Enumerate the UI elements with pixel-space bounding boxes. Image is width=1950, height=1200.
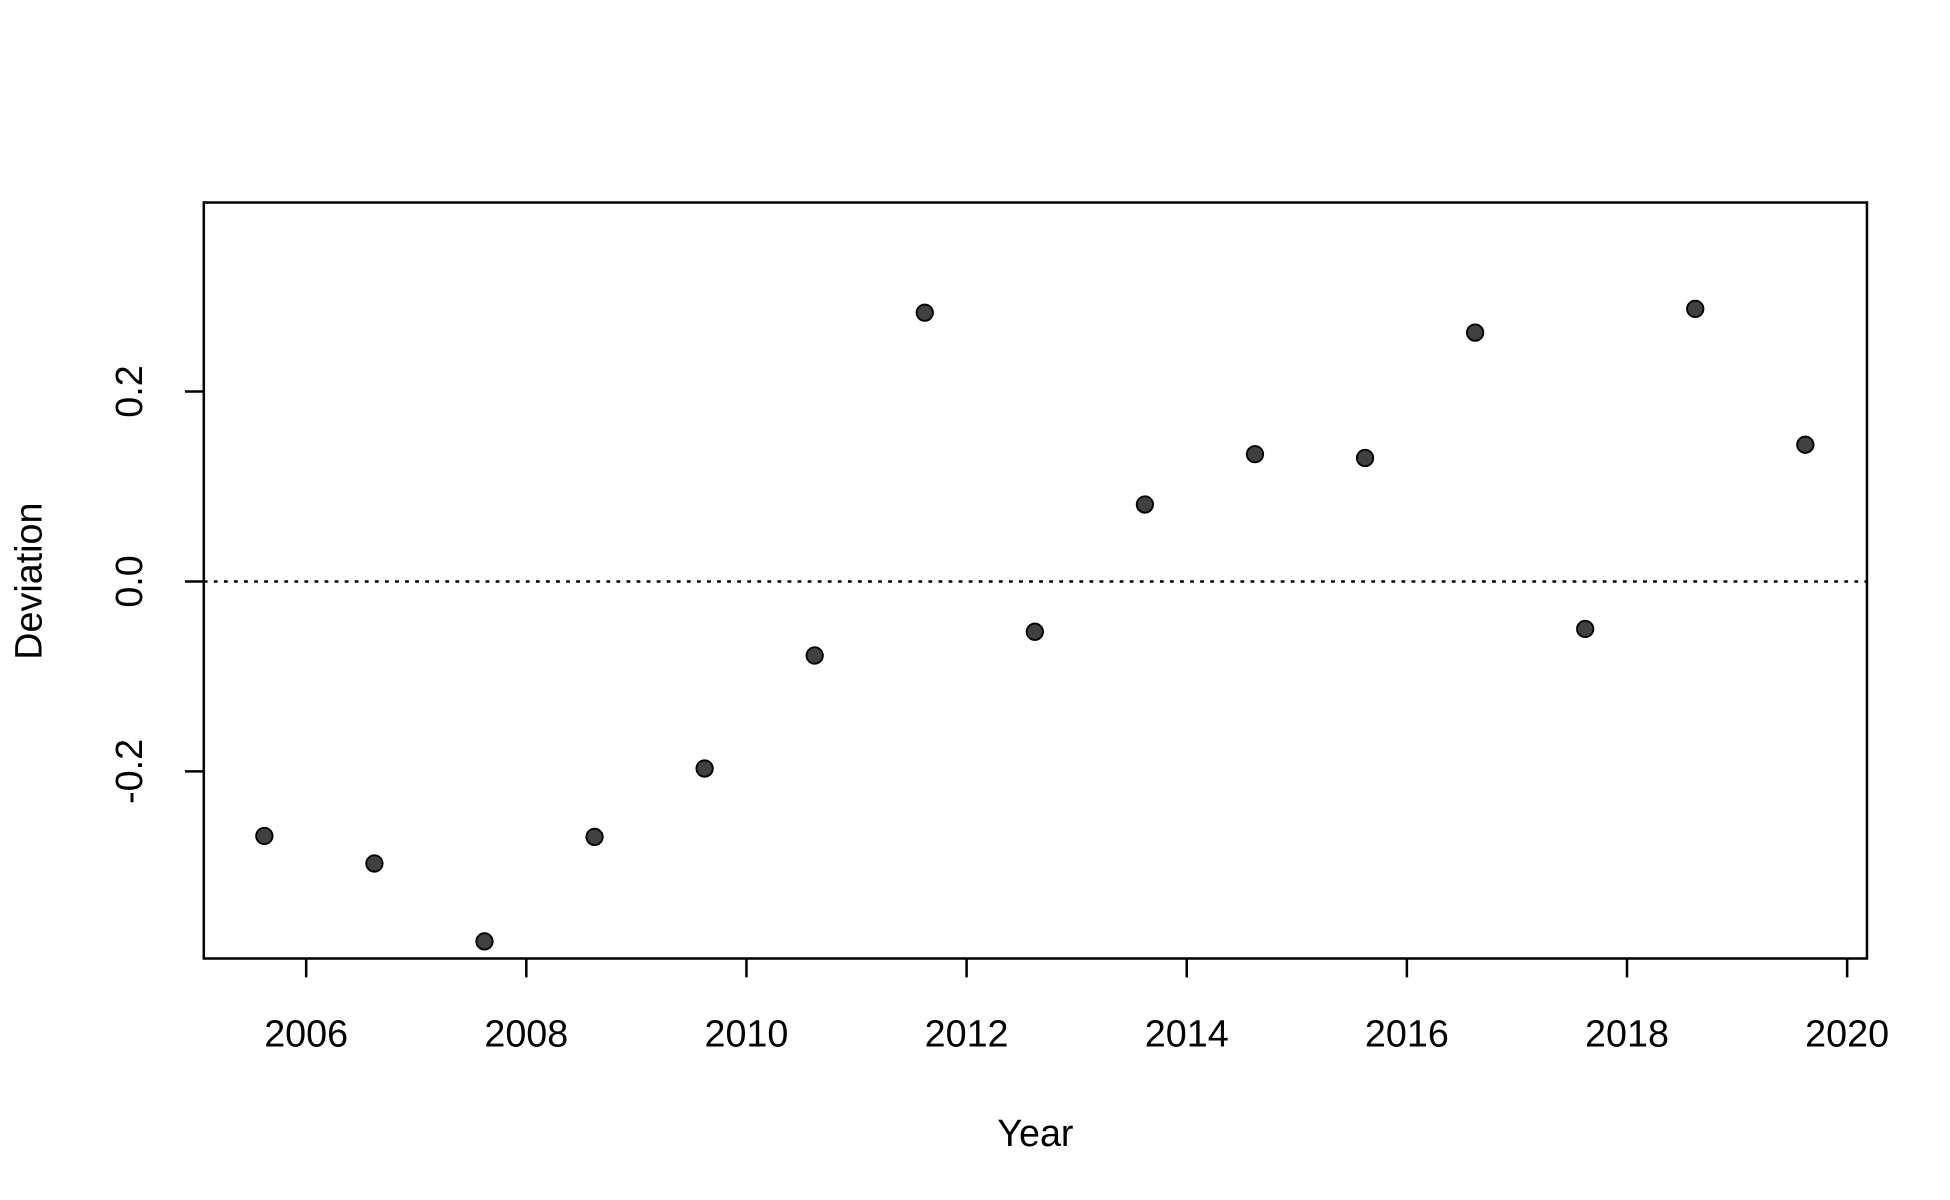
point xyxy=(585,827,604,847)
point xyxy=(475,932,494,951)
point xyxy=(1576,619,1595,639)
point xyxy=(695,759,714,778)
x-tick-label: 2018 xyxy=(1585,1012,1669,1054)
point xyxy=(1465,323,1485,342)
point xyxy=(805,646,824,665)
x-tick-label: 2012 xyxy=(925,1012,1009,1054)
x-tick-label: 2008 xyxy=(484,1012,568,1054)
y-axis-label: Deviation xyxy=(7,503,49,660)
point xyxy=(1686,299,1705,319)
point xyxy=(1355,448,1375,468)
x-tick-label: 2016 xyxy=(1365,1012,1449,1054)
x-axis-label: Year xyxy=(997,1112,1073,1154)
point xyxy=(915,303,934,322)
point xyxy=(1245,445,1265,464)
point xyxy=(1025,622,1044,641)
point xyxy=(1796,435,1815,454)
point xyxy=(1135,495,1155,514)
x-tick-label: 2006 xyxy=(264,1012,348,1054)
y-tick-label: 0.0 xyxy=(108,555,150,607)
point xyxy=(255,826,274,846)
point xyxy=(365,854,384,873)
plot-frame xyxy=(202,201,1869,960)
x-tick-label: 2020 xyxy=(1805,1012,1889,1054)
x-tick-label: 2010 xyxy=(704,1012,788,1054)
y-tick-label: 0.2 xyxy=(108,365,150,417)
x-tick-label: 2014 xyxy=(1145,1012,1229,1054)
y-tick-label: -0.2 xyxy=(108,739,150,804)
